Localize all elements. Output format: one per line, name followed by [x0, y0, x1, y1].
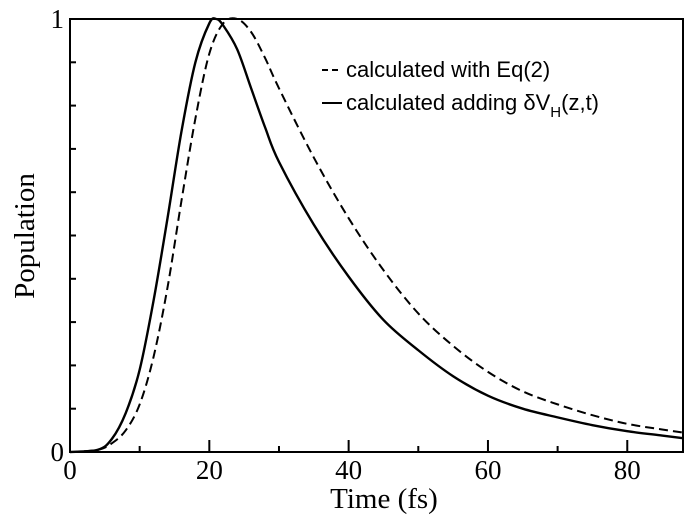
plot-lines — [69, 17, 684, 454]
legend-label-deltavh-symbol: δV — [523, 90, 550, 115]
x-tick-label: 20 — [196, 455, 223, 485]
legend-label-deltavh-subscript: H — [550, 104, 561, 121]
x-tick-label: 60 — [474, 455, 501, 485]
legend-label-deltavh-args: (z,t) — [561, 90, 599, 115]
series-line-0 — [69, 17, 684, 453]
axis-ticks: 0 20 40 60 80 0 1 — [51, 4, 641, 485]
x-tick-label: 40 — [335, 455, 362, 485]
legend-label-eq2: calculated with Eq(2) — [346, 57, 550, 82]
legend: calculated with Eq(2) calculated adding … — [322, 57, 599, 121]
legend-label-deltavh: calculated adding δVH(z,t) — [346, 90, 599, 121]
plot-frame — [69, 18, 684, 453]
series-line-1 — [69, 17, 684, 454]
x-axis-title: Time (fs) — [330, 483, 438, 515]
y-tick-label: 0 — [51, 437, 65, 467]
y-tick-label: 1 — [51, 4, 65, 34]
x-tick-label: 0 — [63, 455, 77, 485]
y-axis-title: Population — [9, 173, 41, 299]
x-tick-label: 80 — [614, 455, 641, 485]
legend-label-deltavh-main: calculated adding — [346, 90, 523, 115]
